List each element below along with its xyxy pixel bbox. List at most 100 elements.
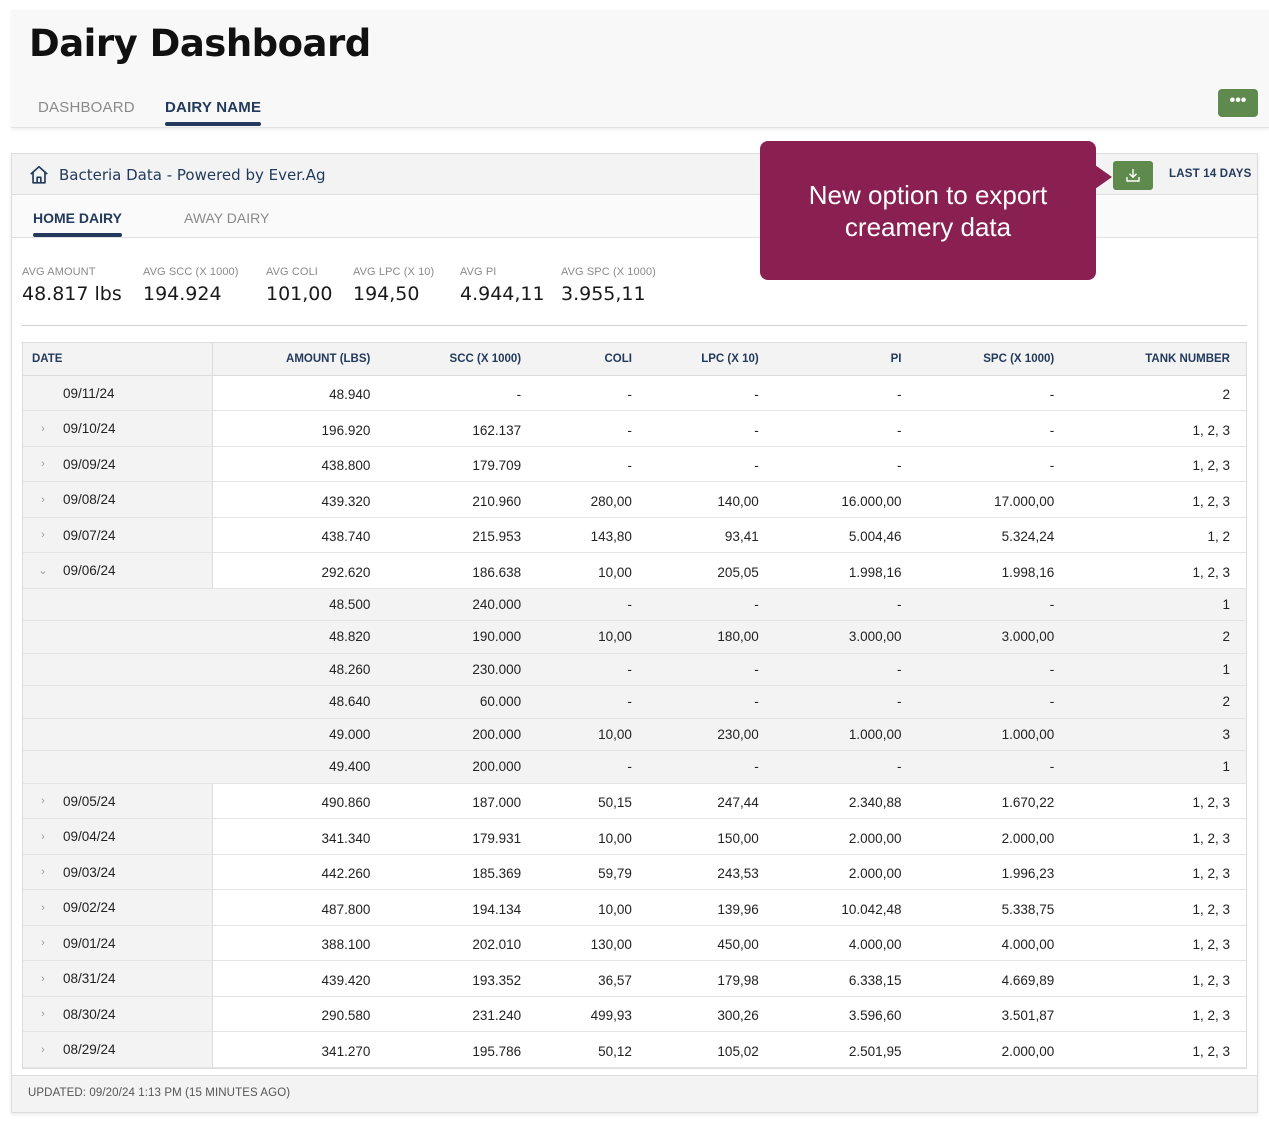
table-row[interactable]: › 09/09/24 438.800 179.709- - - -1, 2, 3	[23, 446, 1246, 482]
table-cell: 180,00	[647, 620, 775, 654]
column-header[interactable]: PI	[774, 343, 918, 376]
chevron-right-icon[interactable]: ›	[41, 529, 45, 542]
table-row[interactable]: › 08/31/24 439.420 193.352 36,57 179,98 6.338,…	[23, 960, 1246, 997]
chevron-right-icon[interactable]: ›	[41, 901, 45, 914]
stat-label: AVG SCC (X 1000)	[143, 266, 239, 278]
column-header[interactable]: SPC (X 1000)	[917, 343, 1071, 376]
table-cell: -	[537, 375, 648, 411]
table-row[interactable]: 09/11/24 48.940- - - - -2	[23, 375, 1246, 411]
chevron-right-icon[interactable]: ›	[41, 866, 45, 879]
row-date: 09/01/24	[63, 935, 116, 951]
table-cell: 499,93	[537, 996, 648, 1032]
stat-value: 3.955,11	[561, 283, 646, 305]
home-icon	[30, 165, 48, 184]
table-cell: -	[537, 410, 648, 447]
chevron-right-icon[interactable]: ›	[41, 1008, 45, 1021]
stats-divider	[22, 325, 1247, 326]
chevron-right-icon[interactable]: ›	[41, 972, 45, 985]
table-row[interactable]: › 09/01/24 388.100 202.010 130,00 450,00 4.000…	[23, 925, 1246, 961]
date-cell	[23, 588, 213, 621]
date-cell	[23, 653, 213, 686]
table-cell: -	[917, 410, 1071, 447]
table-row[interactable]: ⌄ 09/06/24 292.620 186.638 10,00 205,05 1.998,…	[23, 552, 1246, 589]
date-cell: › 09/07/24	[23, 517, 214, 553]
chevron-right-icon[interactable]: ›	[41, 795, 45, 808]
date-cell: 09/11/24	[23, 375, 214, 411]
table-cell: 240.000	[386, 588, 538, 621]
column-header[interactable]: LPC (X 10)	[647, 343, 775, 376]
chevron-right-icon[interactable]: ›	[41, 1043, 45, 1056]
stat-value: 194.924	[143, 283, 222, 305]
table-cell: -	[647, 750, 775, 784]
table-cell: 243,53	[647, 854, 775, 890]
table-cell: 4.669,89	[917, 960, 1071, 997]
export-button[interactable]	[1113, 161, 1153, 190]
table-cell: -	[647, 410, 775, 447]
table-row[interactable]: › 09/10/24 196.920 162.137- - - -1, 2, 3	[23, 410, 1246, 447]
chevron-right-icon[interactable]: ›	[41, 937, 45, 950]
table-cell: 105,02	[647, 1031, 775, 1068]
table-cell: 200.000	[386, 718, 538, 751]
date-cell: › 09/04/24	[23, 818, 214, 855]
table-cell: 1, 2, 3	[1070, 783, 1246, 819]
tab-dashboard[interactable]: DASHBOARD	[38, 99, 135, 116]
table-row[interactable]: › 09/04/24 341.340 179.931 10,00 150,00 2.000,…	[23, 818, 1246, 855]
stat-label: AVG AMOUNT	[22, 266, 96, 278]
table-cell: -	[917, 653, 1071, 686]
more-icon[interactable]: •••	[1218, 89, 1258, 117]
table-cell: -	[774, 750, 918, 784]
row-date: 08/30/24	[63, 1006, 116, 1022]
table-cell: 1.998,16	[774, 552, 918, 589]
date-cell: › 09/10/24	[23, 410, 214, 447]
tab-home-dairy[interactable]: HOME DAIRY	[33, 210, 122, 237]
chevron-right-icon[interactable]: ›	[41, 422, 45, 435]
table-row[interactable]: › 09/08/24 439.320 210.960 280,00 140,00 16.00…	[23, 481, 1246, 518]
table-cell: -	[774, 588, 918, 621]
table-cell: 3.000,00	[917, 620, 1071, 654]
tab-away-dairy[interactable]: AWAY DAIRY	[184, 210, 270, 226]
table-cell: 210.960	[386, 481, 538, 518]
chevron-right-icon[interactable]: ›	[41, 493, 45, 506]
table-cell: 388.100	[212, 925, 387, 961]
date-range-selector[interactable]: LAST 14 DAYS	[1169, 168, 1252, 180]
column-header[interactable]: AMOUNT (LBS)	[212, 343, 387, 376]
table-cell: 231.240	[386, 996, 538, 1032]
row-date: 09/07/24	[63, 527, 116, 543]
column-header[interactable]: SCC (X 1000)	[386, 343, 538, 376]
stat-label: AVG COLI	[266, 266, 318, 278]
table-cell: 1.000,00	[917, 718, 1071, 751]
column-header[interactable]: TANK NUMBER	[1070, 343, 1246, 376]
table-cell: 10.042,48	[774, 889, 918, 926]
table-cell: 490.860	[212, 783, 387, 819]
tab-dairy-name[interactable]: DAIRY NAME	[165, 99, 262, 126]
row-date: 09/03/24	[63, 864, 116, 880]
table-cell: 10,00	[537, 620, 648, 654]
table-row[interactable]: › 09/03/24 442.260 185.369 59,79 243,53 2.000,…	[23, 854, 1246, 890]
table-cell: 2	[1070, 620, 1246, 654]
table-cell: 292.620	[212, 552, 387, 589]
column-header[interactable]: DATE	[23, 343, 214, 376]
table-cell: 438.800	[212, 446, 387, 482]
stat-value: 194,50	[353, 283, 420, 305]
table-cell: 2.340,88	[774, 783, 918, 819]
table-cell: 10,00	[537, 889, 648, 926]
chevron-down-icon[interactable]: ⌄	[38, 565, 48, 578]
table-cell: 36,57	[537, 960, 648, 997]
table-row[interactable]: › 09/02/24 487.800 194.134 10,00 139,96 10.042…	[23, 889, 1246, 926]
chevron-right-icon[interactable]: ›	[41, 458, 45, 471]
table-row[interactable]: › 08/29/24 341.270 195.786 50,12 105,02 2.501,…	[23, 1031, 1246, 1068]
table-cell: 6.338,15	[774, 960, 918, 997]
chevron-right-icon[interactable]: ›	[41, 830, 45, 843]
page-title: Dairy Dashboard	[29, 22, 371, 65]
table-cell: 186.638	[386, 552, 538, 589]
table-cell: -	[647, 446, 775, 482]
table-row[interactable]: › 09/07/24 438.740 215.953 143,80 93,41 5.004,…	[23, 517, 1246, 553]
table-row[interactable]: › 09/05/24 490.860 187.000 50,15 247,44 2.340,…	[23, 783, 1246, 819]
column-header[interactable]: COLI	[537, 343, 648, 376]
table-cell: -	[774, 685, 918, 719]
table-cell: 3.596,60	[774, 996, 918, 1032]
table-row[interactable]: › 08/30/24 290.580 231.240 499,93 300,26 3.596…	[23, 996, 1246, 1032]
table-cell: 1.670,22	[917, 783, 1071, 819]
table-cell: 1, 2, 3	[1070, 552, 1246, 589]
table-cell: 230,00	[647, 718, 775, 751]
